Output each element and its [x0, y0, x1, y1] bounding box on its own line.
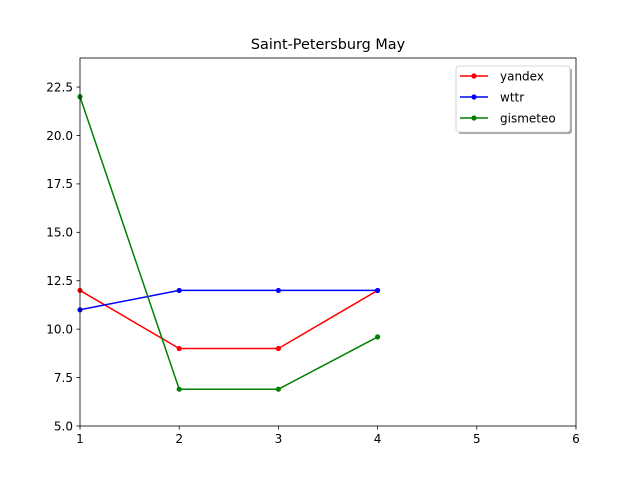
- x-tick-label: 6: [572, 432, 580, 446]
- axes-frame: [79, 57, 577, 427]
- y-tick-label: 5.0: [54, 419, 73, 433]
- data-point-yandex-2: [275, 345, 281, 352]
- chart-title: Saint-Petersburg May: [251, 37, 406, 53]
- plot-area: 1 2 3 4 5 6 5.0 7.5 10.0 12.5 15.0 17.5 20.0 22.5: [46, 57, 580, 446]
- legend-label-wttr: wttr: [500, 91, 524, 105]
- y-tick-label: 22.5: [46, 80, 73, 94]
- x-tick-label: 4: [374, 432, 382, 446]
- legend-marker-gismeteo: [471, 115, 477, 121]
- data-point-yandex-1: [176, 345, 182, 352]
- x-tick-label: 2: [175, 432, 183, 446]
- legend-marker-wttr: [471, 94, 477, 100]
- series-line-gismeteo: [79, 96, 378, 390]
- data-point-wttr-2: [275, 287, 281, 294]
- series-line-yandex: [79, 289, 378, 350]
- legend: yandex wttr gismeteo: [455, 65, 572, 134]
- data-point-gismeteo-3: [375, 334, 381, 340]
- legend-label-gismeteo: gismeteo: [500, 112, 556, 126]
- y-tick-label: 15.0: [46, 226, 73, 240]
- legend-label-yandex: yandex: [500, 70, 544, 84]
- y-tick-label: 7.5: [54, 371, 73, 385]
- data-point-gismeteo-2: [275, 386, 281, 392]
- x-tick-label: 3: [275, 432, 283, 446]
- series-line-wttr: [79, 289, 378, 311]
- legend-marker-yandex: [471, 73, 477, 79]
- data-point-gismeteo-1: [176, 386, 182, 392]
- y-tick-label: 12.5: [46, 274, 73, 288]
- y-tick-label: 10.0: [46, 322, 73, 336]
- data-point-wttr-3: [375, 287, 381, 294]
- legend-box: [455, 65, 571, 133]
- y-tick-label: 20.0: [46, 129, 73, 143]
- y-tick-label: 17.5: [46, 177, 73, 191]
- x-tick-label: 5: [473, 432, 481, 446]
- x-tick-label: 1: [76, 432, 84, 446]
- data-point-wttr-1: [176, 287, 182, 294]
